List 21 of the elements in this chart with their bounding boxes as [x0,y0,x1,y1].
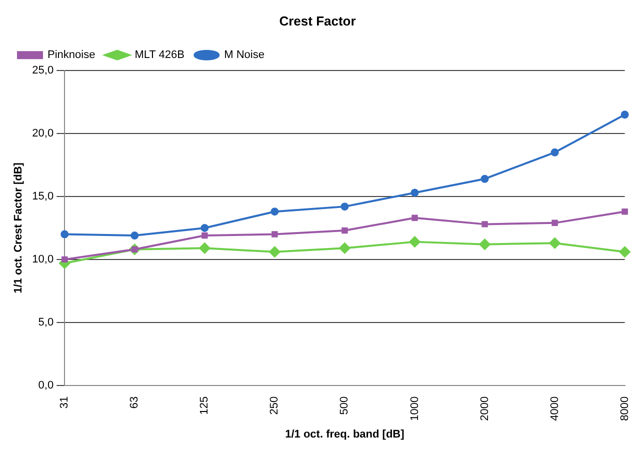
x-tick-label: 1000 [408,396,421,421]
x-tick-label: 125 [198,396,211,415]
x-tick-label: 8000 [618,396,631,421]
x-axis-title: 1/1 oct. freq. band [dB] [285,428,405,440]
y-tick-label: 15,0 [32,190,54,203]
legend-label: M Noise [224,49,264,62]
y-tick-label: 5,0 [38,316,54,328]
x-tick-label: 500 [338,396,351,415]
y-tick-label: 25,0 [32,64,54,77]
x-tick-label: 63 [128,396,141,409]
y-tick-label: 10,0 [32,253,54,266]
x-tick-label: 2000 [478,396,491,421]
x-tick-label: 4000 [548,396,561,421]
y-tick-label: 20,0 [32,128,54,140]
x-tick-label: 31 [58,396,71,409]
legend-label: Pinknoise [48,49,96,62]
legend-label: MLT 426B [134,49,184,62]
y-axis-title: 1/1 oct. Crest Factor [dB] [12,162,25,294]
y-tick-label: 0,0 [38,379,54,392]
x-tick-label: 250 [268,396,281,415]
chart-title: Crest Factor [279,13,356,28]
